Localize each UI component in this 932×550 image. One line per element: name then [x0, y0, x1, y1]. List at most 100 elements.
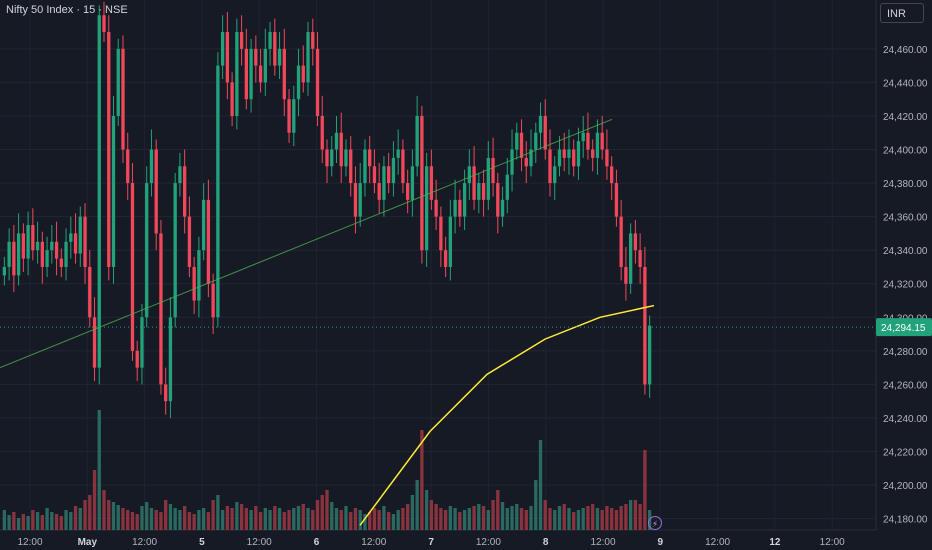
volume-bar [178, 510, 181, 530]
candle-body [411, 166, 414, 200]
volume-bar [624, 504, 627, 530]
volume-bar [510, 506, 513, 530]
candle-body [292, 99, 295, 133]
volume-bar [378, 510, 381, 530]
volume-bar [638, 504, 641, 530]
volume-bar [596, 508, 599, 530]
y-tick-label: 24,420.00 [883, 112, 928, 123]
volume-bar [529, 506, 532, 530]
volume-bar [468, 508, 471, 530]
volume-bar [22, 514, 25, 530]
volume-bar [615, 510, 618, 530]
volume-bar [297, 506, 300, 530]
volume-bar [411, 495, 414, 530]
candle-body [254, 49, 257, 66]
candle-body [207, 200, 210, 284]
volume-bar [634, 500, 637, 530]
volume-bar [359, 510, 362, 530]
candle-body [591, 150, 594, 158]
volume-bar [430, 500, 433, 530]
volume-bar [3, 510, 6, 530]
volume-bar [496, 490, 499, 530]
candle-body [316, 49, 319, 116]
candle-body [605, 150, 608, 167]
volume-bar [216, 495, 219, 530]
volume-bar [311, 510, 314, 530]
candle-body [159, 233, 162, 384]
candle-body [439, 217, 442, 251]
y-tick-label: 24,220.00 [883, 448, 928, 459]
volume-bar [283, 512, 286, 530]
volume-bar [112, 502, 115, 530]
candle-body [102, 15, 105, 32]
candle-body [544, 116, 547, 150]
trendline [0, 119, 612, 367]
candle-body [359, 183, 362, 217]
volume-bar [605, 506, 608, 530]
candle-body [93, 317, 96, 367]
y-tick-label: 24,400.00 [883, 146, 928, 157]
x-tick-label: 12:00 [17, 537, 42, 548]
volume-bar [325, 490, 328, 530]
volume-bar [164, 500, 167, 530]
volume-bar [31, 510, 34, 530]
volume-bar [340, 510, 343, 530]
volume-bar [620, 506, 623, 530]
volume-bar [12, 512, 15, 530]
candle-body [169, 317, 172, 401]
volume-bar [425, 490, 428, 530]
volume-bar [382, 506, 385, 530]
currency-button[interactable]: INR [880, 3, 924, 23]
y-tick-label: 24,180.00 [883, 515, 928, 526]
candle-body [534, 133, 537, 150]
candle-body [83, 217, 86, 267]
volume-bar [140, 506, 143, 530]
volume-bar [387, 512, 390, 530]
y-tick-label: 24,320.00 [883, 280, 928, 291]
candle-body [264, 49, 267, 83]
y-tick-label: 24,440.00 [883, 78, 928, 89]
volume-bar [98, 410, 101, 530]
last-price-label: 24,294.15 [881, 323, 926, 334]
candle-body [430, 166, 433, 200]
candle-body [620, 217, 623, 267]
chart-title: Nifty 50 Index · 15 · NSE [6, 4, 128, 16]
lightning-icon[interactable]: ⚡ [648, 516, 662, 530]
candle-body [287, 99, 290, 133]
candle-body [415, 116, 418, 166]
candle-body [382, 166, 385, 200]
volume-bar [60, 516, 63, 530]
volume-bar [64, 510, 67, 530]
candle-body [211, 284, 214, 318]
candle-body [41, 242, 44, 267]
candle-body [31, 225, 34, 250]
volume-bar [477, 504, 480, 530]
y-tick-label: 24,280.00 [883, 347, 928, 358]
candle-body [55, 242, 58, 259]
volume-bar [278, 508, 281, 530]
candle-body [392, 158, 395, 183]
candle-body [321, 116, 324, 150]
volume-bar [335, 508, 338, 530]
candle-body [188, 217, 191, 267]
candle-body [610, 166, 613, 183]
candle-body [425, 166, 428, 250]
candle-body [586, 133, 589, 150]
volume-bar [397, 510, 400, 530]
volume-bar [482, 506, 485, 530]
volume-bar [601, 510, 604, 530]
volume-bar [88, 495, 91, 530]
candle-body [22, 233, 25, 258]
candle-body [420, 116, 423, 250]
candle-body [572, 150, 575, 167]
candle-body [596, 133, 599, 158]
volume-bar [7, 515, 10, 530]
x-tick-label: 6 [314, 537, 320, 548]
volume-bar [577, 510, 580, 530]
volume-bar [136, 514, 139, 530]
candle-body [306, 32, 309, 82]
candle-body [117, 49, 120, 116]
candle-body [126, 150, 129, 184]
volume-bar [292, 508, 295, 530]
